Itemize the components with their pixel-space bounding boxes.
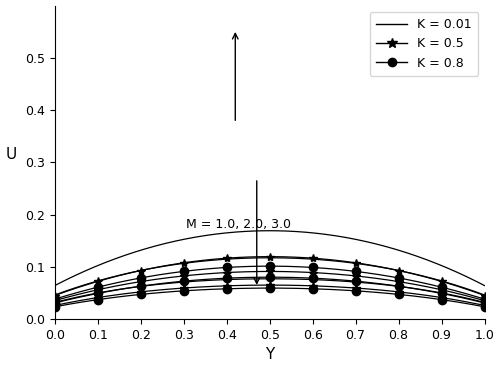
- K = 0.5: [316, 256, 322, 261]
- Legend: K = 0.01, K = 0.5, K = 0.8: K = 0.01, K = 0.5, K = 0.8: [370, 12, 478, 76]
- K = 0.8: [266, 264, 272, 268]
- K = 0.01: [482, 283, 488, 288]
- K = 0.8: [316, 266, 322, 270]
- K = 0.01: [53, 283, 59, 287]
- K = 0.8: [309, 265, 315, 270]
- Line: K = 0.8: K = 0.8: [55, 266, 484, 299]
- K = 0.5: [308, 256, 314, 260]
- K = 0.8: [53, 297, 59, 301]
- K = 0.8: [416, 280, 422, 284]
- K = 0.01: [416, 255, 422, 259]
- K = 0.01: [316, 231, 322, 236]
- K = 0.5: [482, 293, 488, 298]
- Y-axis label: U: U: [6, 147, 17, 162]
- K = 0.5: [416, 273, 422, 277]
- Text: M = 1.0, 2.0, 3.0: M = 1.0, 2.0, 3.0: [186, 218, 291, 231]
- K = 0.8: [482, 297, 488, 301]
- K = 0.5: [53, 293, 59, 297]
- K = 0.5: [442, 280, 448, 285]
- K = 0.01: [442, 265, 448, 269]
- K = 0.01: [309, 231, 315, 235]
- X-axis label: Y: Y: [265, 347, 274, 362]
- K = 0.5: [309, 256, 315, 260]
- K = 0.5: [266, 254, 272, 259]
- K = 0.01: [52, 283, 58, 288]
- Line: K = 0.01: K = 0.01: [55, 231, 484, 286]
- K = 0.8: [308, 265, 314, 269]
- K = 0.8: [442, 286, 448, 290]
- K = 0.8: [52, 297, 58, 301]
- K = 0.01: [266, 229, 272, 233]
- Line: K = 0.5: K = 0.5: [55, 256, 484, 296]
- K = 0.5: [52, 293, 58, 298]
- K = 0.01: [308, 230, 314, 235]
